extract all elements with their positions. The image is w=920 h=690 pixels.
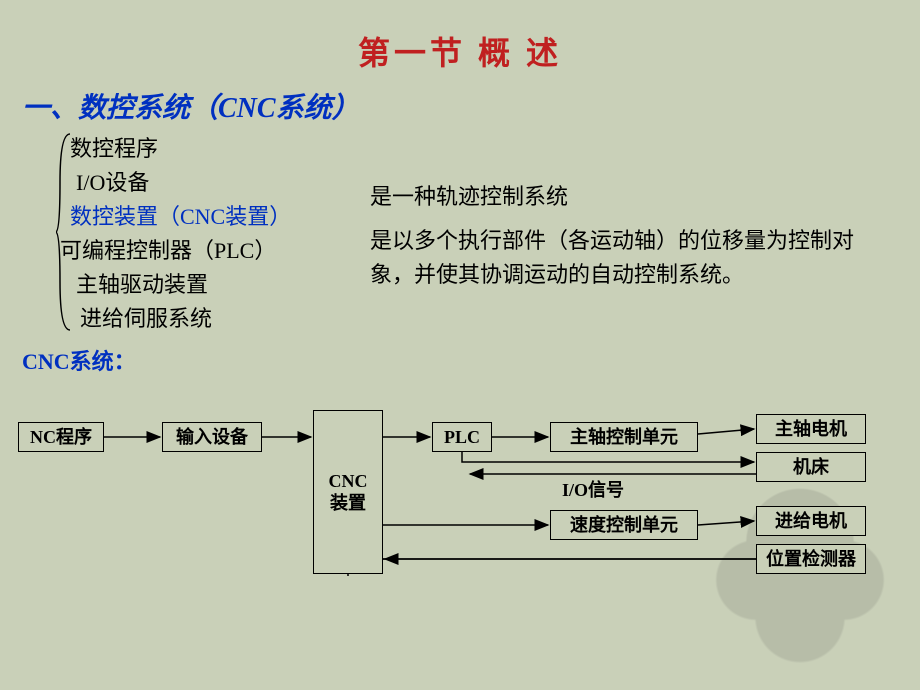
node-feed-motor: 进给电机	[756, 506, 866, 536]
component-list: 数控程序 I/O设备 数控装置（CNC装置） 可编程控制器（PLC） 主轴驱动装…	[70, 132, 370, 336]
flowchart: NC程序 输入设备 CNC 装置 PLC 主轴控制单元 速度控制单元 主轴电机 …	[0, 404, 920, 644]
node-input-device: 输入设备	[162, 422, 262, 452]
page-title: 第一节 概 述	[0, 0, 920, 74]
list-item: 进给伺服系统	[70, 302, 370, 336]
description-line: 是以多个执行部件（各运动轴）的位移量为控制对象，并使其协调运动的自动控制系统。	[370, 224, 880, 292]
node-plc: PLC	[432, 422, 492, 452]
node-machine-tool: 机床	[756, 452, 866, 482]
cnc-system-label: CNC系统：	[0, 336, 920, 376]
content-row: 数控程序 I/O设备 数控装置（CNC装置） 可编程控制器（PLC） 主轴驱动装…	[0, 132, 920, 336]
list-item: 数控装置（CNC装置）	[70, 200, 370, 234]
description-column: 是一种轨迹控制系统 是以多个执行部件（各运动轴）的位移量为控制对象，并使其协调运…	[370, 132, 920, 336]
node-nc-program: NC程序	[18, 422, 104, 452]
brace-icon	[56, 132, 74, 332]
node-cnc-device: CNC 装置	[313, 410, 383, 574]
description-line: 是一种轨迹控制系统	[370, 180, 880, 214]
section-heading: 一、数控系统（CNC系统）	[0, 74, 920, 132]
node-speed-control: 速度控制单元	[550, 510, 698, 540]
node-position-detector: 位置检测器	[756, 544, 866, 574]
list-item: I/O设备	[70, 166, 370, 200]
node-spindle-motor: 主轴电机	[756, 414, 866, 444]
io-signal-label: I/O信号	[562, 476, 624, 502]
list-item: 可编程控制器（PLC）	[60, 234, 370, 268]
node-spindle-control: 主轴控制单元	[550, 422, 698, 452]
list-item: 数控程序	[70, 132, 370, 166]
list-item: 主轴驱动装置	[70, 268, 370, 302]
